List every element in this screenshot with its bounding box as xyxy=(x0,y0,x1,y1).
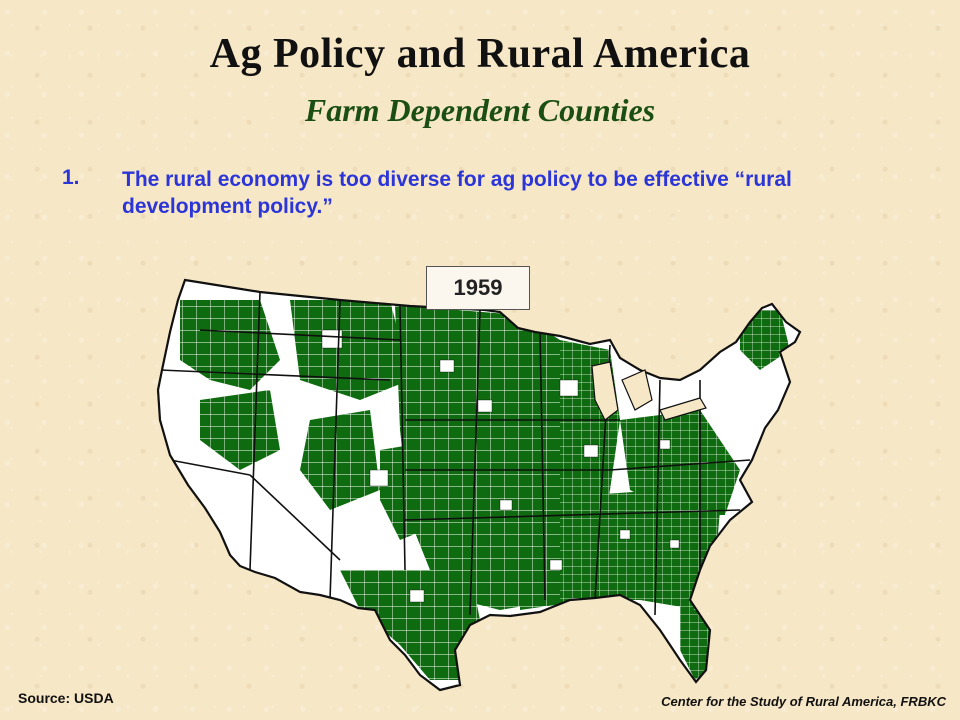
point-number: 1. xyxy=(62,166,80,189)
credit-note: Center for the Study of Rural America, F… xyxy=(661,694,946,709)
source-note: Source: USDA xyxy=(18,690,114,706)
year-label: 1959 xyxy=(426,266,530,310)
us-county-map xyxy=(156,278,802,692)
point-text: The rural economy is too diverse for ag … xyxy=(122,168,792,218)
slide-subtitle: Farm Dependent Counties xyxy=(304,92,656,128)
slide-title: Ag Policy and Rural America xyxy=(209,31,751,77)
